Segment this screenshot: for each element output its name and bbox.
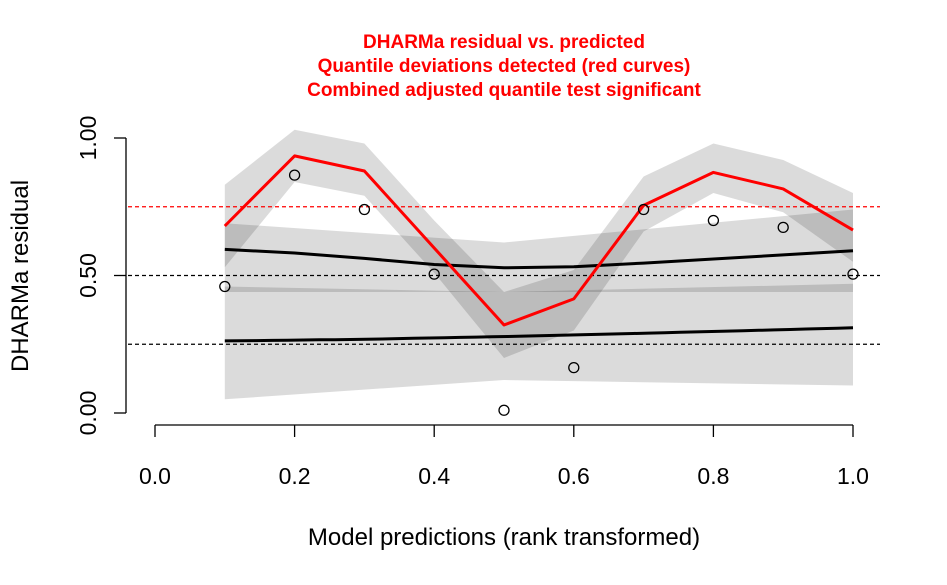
y-axis-title: DHARMa residual [7,180,34,372]
quantile-curve-q75 [223,154,854,327]
y-tick-label: 1.00 [75,116,101,161]
y-tick-label: 0.50 [75,253,101,298]
reference-lines [128,206,880,345]
x-tick-label: 1.0 [837,463,869,489]
x-axis-title: Model predictions (rank transformed) [308,524,700,551]
title-line-3: Combined adjusted quantile test signific… [307,80,701,101]
plot-title: DHARMa residual vs. predicted Quantile d… [307,32,701,101]
residual-point [498,404,510,416]
residual-point [637,203,650,216]
x-tick-label: 0.8 [697,463,729,489]
residual-point [428,268,440,280]
y-tick-label: 0.00 [75,391,101,436]
band-q25 [224,283,854,400]
quantile-curves [223,154,854,343]
x-axis: 0.0 0.2 0.4 0.6 0.8 1.0 [139,424,869,489]
title-line-2: Quantile deviations detected (red curves… [318,56,691,77]
y-axis: 0.00 0.50 1.00 [75,116,127,436]
residual-point [847,268,859,280]
residual-point [288,169,301,181]
title-line-1: DHARMa residual vs. predicted [363,32,645,53]
residual-point [777,221,789,234]
residual-point [358,203,371,216]
quantile-bands [224,129,854,400]
x-tick-label: 0.4 [418,463,450,489]
quantile-curve-q50 [224,247,854,270]
x-tick-label: 0.2 [279,463,311,489]
residual-point [219,280,231,293]
band-q75 [224,129,854,358]
residual-point [707,214,720,227]
quantile-curve-q25 [224,326,854,343]
x-tick-label: 0.0 [139,463,171,489]
residual-point [568,361,580,374]
band-q50 [224,209,854,292]
x-tick-label: 0.6 [558,463,590,489]
residual-points [219,169,859,416]
